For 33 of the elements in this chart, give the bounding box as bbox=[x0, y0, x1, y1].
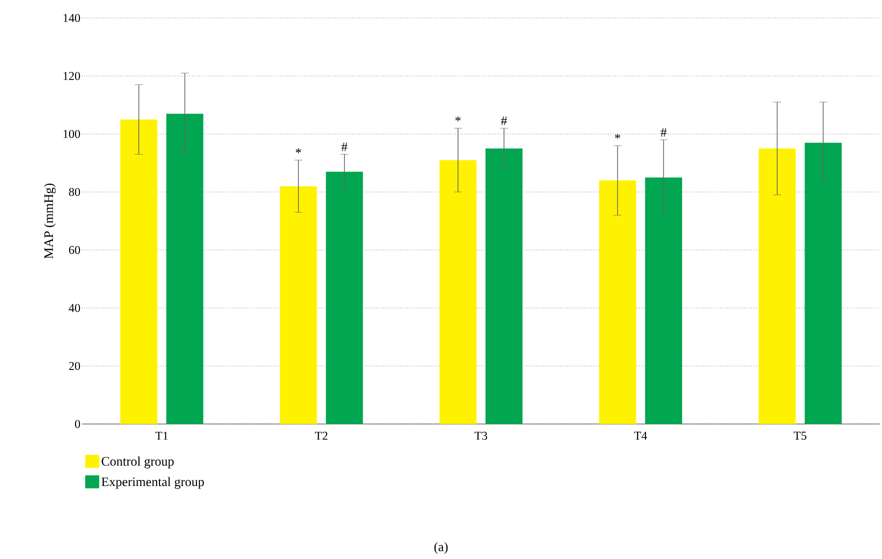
bar bbox=[486, 148, 523, 424]
annotation: * bbox=[614, 134, 620, 139]
x-tick-label: T5 bbox=[794, 432, 806, 440]
annotation: # bbox=[341, 142, 348, 152]
legend-label: Control group bbox=[102, 456, 174, 468]
bar bbox=[804, 142, 842, 424]
bar bbox=[280, 186, 317, 424]
bar bbox=[120, 119, 158, 424]
legend-label: Experimental group bbox=[102, 477, 204, 489]
annotation: # bbox=[660, 128, 667, 137]
annotation: # bbox=[501, 116, 508, 125]
x-tick-label: T1 bbox=[155, 432, 168, 440]
annotation: * bbox=[455, 116, 461, 122]
y-tick-label: 40 bbox=[68, 304, 80, 312]
y-tick-label: 60 bbox=[69, 246, 80, 254]
x-tick-label: T4 bbox=[634, 432, 648, 440]
bar bbox=[758, 148, 796, 424]
bar bbox=[599, 180, 636, 424]
bar bbox=[645, 177, 682, 424]
y-tick-label: 100 bbox=[64, 130, 80, 138]
bar bbox=[440, 160, 477, 424]
bar bbox=[326, 172, 363, 424]
bar bbox=[166, 114, 204, 424]
x-tick-label: T3 bbox=[474, 432, 488, 440]
y-axis-title: MAP (mmHg) bbox=[44, 184, 56, 259]
y-tick-label: 120 bbox=[64, 72, 80, 80]
y-tick-label: 20 bbox=[69, 362, 80, 370]
y-tick-label: 140 bbox=[64, 14, 80, 22]
annotation: * bbox=[296, 148, 302, 154]
x-tick-label: T2 bbox=[314, 432, 328, 440]
y-tick-label: 80 bbox=[68, 188, 80, 196]
text: (a) bbox=[434, 542, 448, 554]
y-tick-label: 0 bbox=[74, 420, 80, 428]
